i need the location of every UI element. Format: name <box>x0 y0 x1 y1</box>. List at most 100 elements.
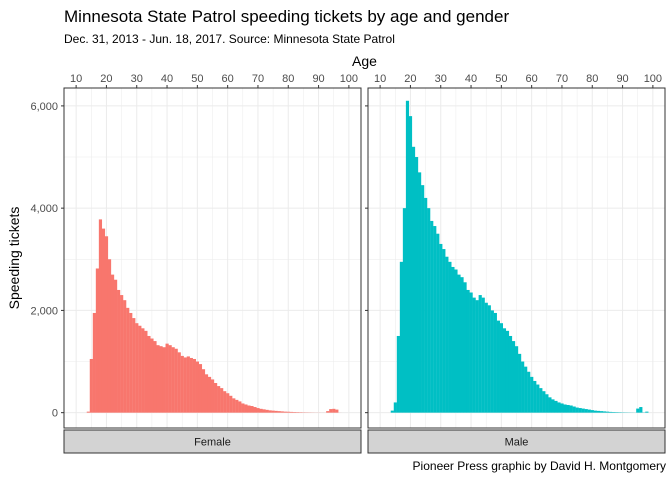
facet-strip-label: Female <box>194 437 231 449</box>
bar <box>153 341 157 413</box>
bar <box>274 410 278 413</box>
x-tick-label: 90 <box>312 73 324 85</box>
bar <box>268 410 272 413</box>
bar <box>256 408 260 413</box>
bar <box>514 346 519 413</box>
bar <box>286 411 290 413</box>
bar <box>210 379 215 413</box>
bar <box>223 391 227 413</box>
bar <box>217 386 221 413</box>
bar <box>521 361 525 413</box>
bar <box>402 208 407 413</box>
bar <box>587 409 591 413</box>
x-tick-label: 100 <box>644 73 662 85</box>
plot-area: 10 20 30 40 50 60 70 80 90 100 0 2,000 4,000 6,000 Fem… <box>30 73 666 454</box>
bar <box>451 266 455 413</box>
bar <box>177 352 181 413</box>
bar <box>162 347 166 413</box>
bar <box>572 406 576 413</box>
bar <box>448 261 452 413</box>
bar <box>150 338 154 413</box>
x-tick-label: 100 <box>340 73 358 85</box>
x-axis-label: Age <box>352 53 377 69</box>
bar <box>408 116 413 413</box>
x-tick-label: 40 <box>161 73 173 85</box>
bar <box>593 410 597 413</box>
bar <box>98 219 103 413</box>
bar <box>198 364 203 413</box>
bar <box>123 300 127 413</box>
bar <box>445 256 449 413</box>
x-tick-label: 70 <box>556 73 568 85</box>
bar <box>86 411 90 413</box>
facet-strip <box>63 429 362 454</box>
bar <box>326 411 330 413</box>
bar <box>244 404 248 413</box>
panel-border <box>367 87 666 429</box>
bar <box>511 341 516 413</box>
x-tick-label: 70 <box>252 73 264 85</box>
bar <box>578 408 582 413</box>
bar <box>92 312 96 413</box>
chart-subtitle: Dec. 31, 2013 - Jun. 18, 2017. Source: M… <box>64 32 395 46</box>
bar <box>527 371 531 413</box>
y-axis-label: Speeding tickets <box>6 207 22 310</box>
bar <box>135 323 139 413</box>
chart-caption: Pioneer Press graphic by David H. Montgo… <box>413 459 666 473</box>
bar <box>424 197 428 413</box>
bar <box>399 261 404 413</box>
bar <box>599 411 604 413</box>
bar <box>396 335 400 413</box>
bar <box>478 295 482 413</box>
bar <box>277 411 281 413</box>
bar <box>229 395 233 413</box>
bar <box>201 369 206 413</box>
bar <box>283 411 287 413</box>
x-tick-label: 40 <box>465 73 477 85</box>
bar <box>569 405 573 413</box>
bar <box>405 100 410 413</box>
bar <box>502 328 507 413</box>
bar <box>439 243 443 413</box>
bar <box>238 401 242 413</box>
bar <box>560 403 564 413</box>
bar <box>566 404 570 413</box>
x-tick-label: 30 <box>435 73 447 85</box>
y-tick-label: 4,000 <box>30 203 58 215</box>
bar <box>454 269 458 413</box>
bar <box>126 307 130 413</box>
bar <box>207 376 212 413</box>
chart-title: Minnesota State Patrol speeding tickets … <box>64 7 509 26</box>
bar <box>536 384 540 413</box>
bar <box>457 274 461 413</box>
bar <box>101 228 106 413</box>
bar <box>393 402 397 413</box>
x-tick-label: 50 <box>191 73 203 85</box>
bar <box>421 185 425 413</box>
bar <box>132 318 136 413</box>
bar <box>605 411 610 413</box>
bar <box>295 412 300 413</box>
bar <box>329 409 333 413</box>
bar <box>469 292 473 413</box>
bar <box>505 330 510 413</box>
bar <box>271 410 275 413</box>
bar <box>114 279 118 413</box>
bar <box>168 345 172 413</box>
facet-panel-male: 10 20 30 40 50 60 70 80 90 100 Male <box>365 73 666 454</box>
bar <box>611 412 616 413</box>
bar <box>241 403 245 413</box>
bar <box>171 347 175 413</box>
bar <box>518 353 522 413</box>
bar <box>427 208 431 413</box>
bar <box>192 358 196 413</box>
bar <box>129 312 133 413</box>
bar <box>548 397 552 413</box>
bar <box>165 343 169 413</box>
bar <box>156 345 160 413</box>
bar <box>232 398 236 413</box>
panel-border <box>63 87 362 429</box>
bar <box>487 305 491 413</box>
bar <box>563 404 567 413</box>
